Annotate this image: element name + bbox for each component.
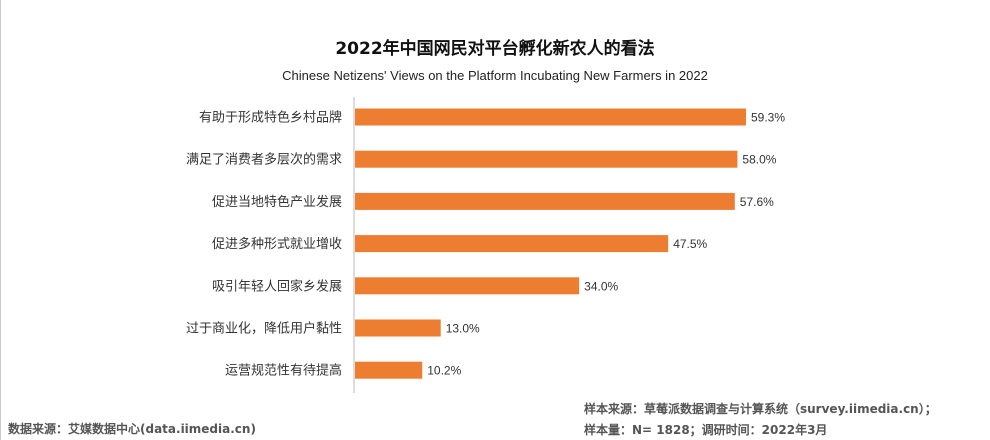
category-label: 促进当地特色产业发展: [212, 194, 342, 210]
category-label: 过于商业化，降低用户黏性: [186, 321, 342, 337]
sample-source: 样本来源：草莓派数据调查与计算系统（survey.iimedia.cn）；: [584, 402, 937, 416]
bar: [355, 108, 746, 126]
data-source: 数据来源：艾媒数据中心(data.iimedia.cn): [8, 422, 256, 436]
frame-border: [0, 0, 1, 440]
chart-title: 2022年中国网民对平台孵化新农人的看法: [335, 39, 655, 59]
bar: [355, 319, 441, 337]
sample-size: 样本量：N= 1828；调研时间：2022年3月: [584, 423, 828, 437]
bar: [355, 277, 580, 295]
data-label: 59.3%: [751, 111, 785, 125]
data-label: 47.5%: [673, 237, 707, 251]
data-label: 58.0%: [742, 153, 776, 167]
bar: [355, 235, 669, 253]
data-label: 10.2%: [427, 364, 461, 378]
bar: [355, 192, 735, 210]
data-label: 13.0%: [446, 322, 480, 336]
category-label: 促进多种形式就业增收: [212, 236, 342, 252]
data-label: 34.0%: [584, 279, 618, 293]
category-label: 满足了消费者多层次的需求: [186, 152, 342, 168]
chart-subtitle: Chinese Netizens' Views on the Platform …: [282, 68, 708, 83]
bar: [355, 150, 738, 168]
category-label: 有助于形成特色乡村品牌: [199, 110, 342, 126]
category-label: 运营规范性有待提高: [225, 363, 342, 379]
bar: [355, 361, 423, 379]
data-label: 57.6%: [740, 195, 774, 209]
category-label: 吸引年轻人回家乡发展: [212, 278, 342, 294]
